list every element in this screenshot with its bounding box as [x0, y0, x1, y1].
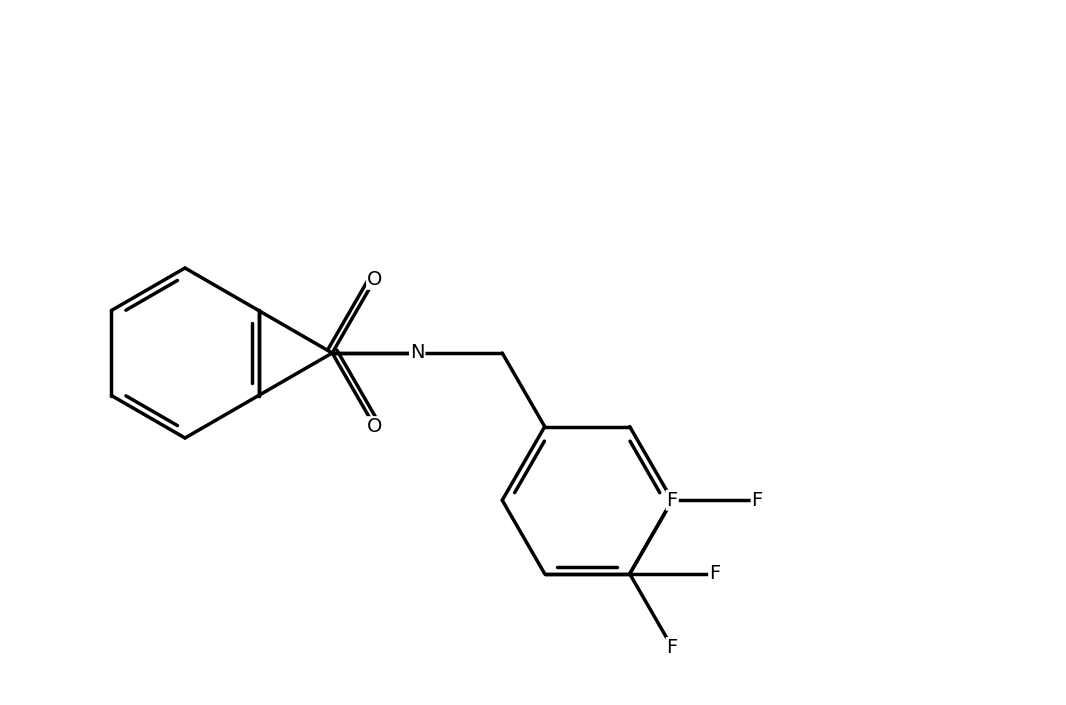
Text: F: F — [709, 564, 721, 583]
Text: O: O — [367, 417, 383, 436]
Text: F: F — [666, 638, 678, 657]
Text: N: N — [410, 343, 424, 362]
Text: F: F — [666, 491, 678, 510]
Text: F: F — [752, 491, 763, 510]
Text: O: O — [367, 270, 383, 289]
